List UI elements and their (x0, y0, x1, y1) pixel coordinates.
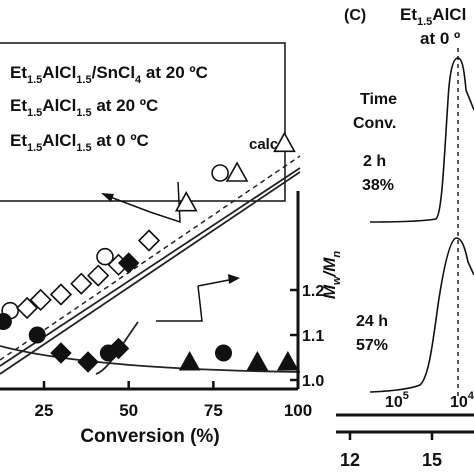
x-tick-label-1: 50 (119, 401, 138, 420)
trace-24h (369, 237, 474, 393)
panel-title-line2: at 0 º (420, 29, 460, 48)
x-axis-title: Conversion (%) (80, 426, 219, 447)
pdi-point-circle-filled-3 (215, 344, 232, 362)
trace-1-time: 2 h (363, 153, 386, 170)
mn-point-diamond-open-2 (49, 283, 73, 306)
x-axis-ticks: 25 50 75 100 (35, 381, 312, 420)
x-tick-label-2: 75 (204, 401, 223, 420)
elution-tick-15: 15 (422, 450, 442, 470)
elution-tick-12: 12 (340, 450, 360, 470)
legend-entry-2: Et1.5AlCl1.5 at 20 ºC (10, 96, 158, 119)
trace-2-conv: 57% (356, 337, 388, 354)
header-conv: Conv. (353, 115, 396, 132)
mn-point-triangle-open-1 (225, 161, 249, 182)
left-panel: Et1.5AlCl1.5/SnCl4 at 20 ºC Et1.5AlCl1.5… (0, 42, 343, 447)
pdi-point-circle-filled-1 (28, 326, 46, 344)
fit-line-circles (0, 167, 301, 367)
pdi-point-diamond-filled-3 (117, 252, 140, 274)
pdi-point-diamond-filled-2 (107, 337, 130, 360)
panel-title-line1: Et1.5AlCl (400, 5, 466, 28)
mn-point-circle-open-1 (96, 247, 114, 266)
y-tick-label-1: 1.1 (302, 328, 324, 345)
fit-line-diamonds (0, 171, 301, 375)
mn-point-diamond-open-1 (29, 288, 52, 312)
y-tick-label-0: 1.2 (302, 283, 324, 300)
fit-curve-pdi (0, 345, 301, 373)
right-arrow (156, 274, 240, 322)
mn-point-triangle-open-2 (273, 131, 296, 153)
right-panel: (C) Et1.5AlCl at 0 º Time Conv. 2 h 38% … (336, 5, 474, 470)
mn-point-diamond-open-4 (87, 264, 110, 287)
right-axis-ticks: 1.2 1.1 1.0 (290, 283, 324, 390)
mn-point-diamond-open-0 (15, 296, 39, 320)
y-tick-label-2: 1.0 (302, 373, 324, 390)
calcd-line (0, 155, 301, 361)
pdi-point-triangle-filled-0 (178, 350, 201, 371)
mn-point-circle-open-2 (211, 164, 229, 182)
data-markers (0, 131, 299, 373)
mn-point-triangle-open-0 (174, 191, 198, 212)
panel-label: (C) (344, 7, 366, 24)
mw-tick-1: 105 (385, 390, 409, 411)
trace-2-time: 24 h (356, 313, 388, 330)
header-time: Time (360, 91, 397, 108)
legend-entry-1: Et1.5AlCl1.5/SnCl4 at 20 ºC (10, 63, 208, 86)
x-tick-label-0: 25 (35, 401, 54, 420)
left-arrow (101, 181, 181, 224)
right-axis-title: Mw/Mn (320, 251, 343, 300)
mn-point-diamond-open-6 (137, 229, 161, 252)
pdi-point-diamond-filled-1 (77, 351, 99, 373)
pdi-point-triangle-filled-1 (246, 350, 269, 371)
legend-entry-3: Et1.5AlCl1.5 at 0 ºC (10, 131, 149, 154)
pdi-point-circle-filled-0 (0, 313, 12, 330)
trace-1-conv: 38% (362, 177, 394, 194)
trace-2h (369, 57, 474, 223)
pdi-point-triangle-filled-2 (276, 350, 299, 371)
mn-point-diamond-open-3 (70, 272, 93, 295)
mw-tick-2: 104 (450, 390, 474, 411)
pdi-point-diamond-filled-0 (50, 342, 72, 364)
x-tick-label-3: 100 (284, 401, 312, 420)
legend-box (0, 42, 286, 202)
